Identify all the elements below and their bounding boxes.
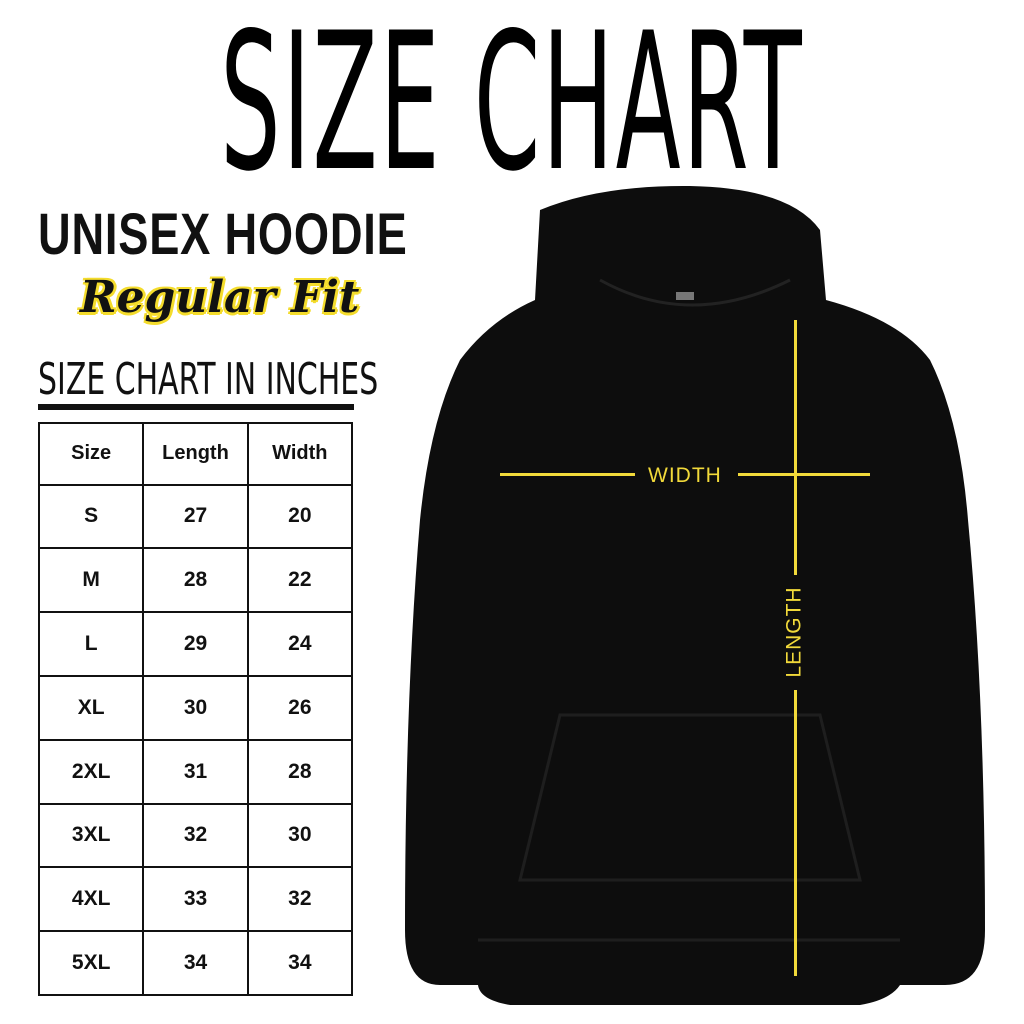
hoodie-image xyxy=(405,185,985,1005)
width-cell: 20 xyxy=(246,483,354,550)
width-line-right xyxy=(738,473,870,476)
width-cell: 22 xyxy=(246,547,354,614)
length-cell: 29 xyxy=(142,611,249,677)
width-cell: 32 xyxy=(246,866,354,933)
length-cell: 30 xyxy=(142,674,249,741)
length-cell: 34 xyxy=(142,930,249,996)
table-row: S 27 20 xyxy=(37,483,354,550)
length-cell: 31 xyxy=(142,738,249,805)
header-cell: Size xyxy=(37,422,145,486)
hoodie-body xyxy=(405,185,985,1005)
length-cell: 27 xyxy=(142,483,249,550)
neck-label xyxy=(676,292,694,300)
hood-seam xyxy=(599,278,791,307)
table-row: L 29 24 xyxy=(37,611,354,677)
pocket-outline xyxy=(518,713,862,882)
size-cell: L xyxy=(37,611,145,677)
size-cell: 2XL xyxy=(37,738,145,805)
size-cell: S xyxy=(37,483,145,550)
table-row: 4XL 33 32 xyxy=(37,866,354,933)
table-row: M 28 22 xyxy=(37,547,354,614)
length-line-top xyxy=(794,320,797,575)
header-cell: Length xyxy=(142,422,249,486)
table-row: 2XL 31 28 xyxy=(37,738,354,805)
product-fit: Regular Fit xyxy=(80,272,360,323)
table-row: 5XL 34 34 xyxy=(37,930,354,996)
table-header-row: Size Length Width xyxy=(37,422,354,486)
table-row: XL 30 26 xyxy=(37,674,354,741)
length-label: LENGTH xyxy=(782,586,806,678)
size-cell: 4XL xyxy=(37,866,145,933)
width-cell: 24 xyxy=(246,611,354,677)
length-cell: 33 xyxy=(142,866,249,933)
size-cell: XL xyxy=(37,674,145,741)
header-cell: Width xyxy=(246,422,354,486)
size-table: Size Length Width S 27 20 M 28 22 L 29 24 XL 30… xyxy=(37,422,354,996)
size-cell: 3XL xyxy=(37,802,145,869)
length-line-bottom xyxy=(794,690,797,976)
width-cell: 34 xyxy=(246,930,354,996)
width-line-left xyxy=(500,473,635,476)
heading-underline xyxy=(38,404,354,410)
page-title: SIZE CHART xyxy=(220,0,804,213)
size-cell: 5XL xyxy=(37,930,145,996)
unit-heading: SIZE CHART IN INCHES xyxy=(38,354,379,405)
table-row: 3XL 32 30 xyxy=(37,802,354,869)
size-cell: M xyxy=(37,547,145,614)
product-name: UNISEX HOODIE xyxy=(38,202,408,267)
length-cell: 32 xyxy=(142,802,249,869)
width-cell: 28 xyxy=(246,738,354,805)
width-cell: 30 xyxy=(246,802,354,869)
length-cell: 28 xyxy=(142,547,249,614)
width-label: WIDTH xyxy=(648,464,722,487)
width-cell: 26 xyxy=(246,674,354,741)
